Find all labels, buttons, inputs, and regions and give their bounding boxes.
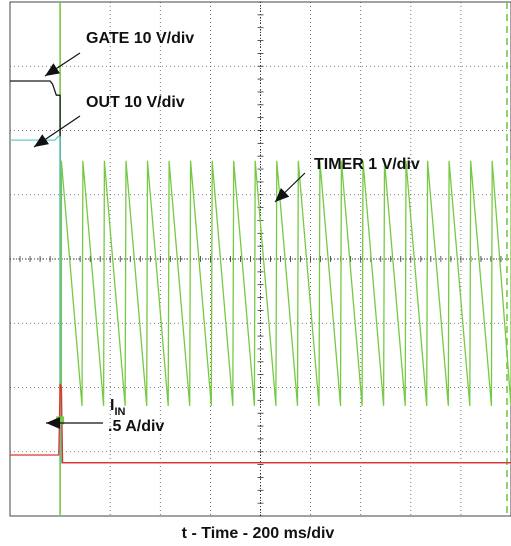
x-axis-label: t - Time - 200 ms/div [182, 525, 335, 542]
iin-arrow-head [46, 417, 60, 429]
traces [10, 80, 511, 464]
timer-channel-label: TIMER 1 V/div [314, 156, 420, 173]
out-channel-label: OUT 10 V/div [86, 94, 185, 111]
out-arrow-head [34, 134, 49, 147]
annotation-arrows [33, 52, 306, 429]
trace-timer-marker [56, 416, 65, 425]
trace-timer [60, 160, 511, 463]
timer-arrow-head [275, 187, 290, 202]
iin-scale-label: .5 A/div [108, 418, 164, 435]
iin-symbol: I [110, 397, 114, 414]
gate-arrow-head [45, 63, 60, 76]
trace-iin [10, 383, 511, 464]
iin-channel-label: IIN [110, 397, 126, 418]
gate-channel-label: GATE 10 V/div [86, 30, 194, 47]
iin-subscript: IN [114, 406, 125, 418]
